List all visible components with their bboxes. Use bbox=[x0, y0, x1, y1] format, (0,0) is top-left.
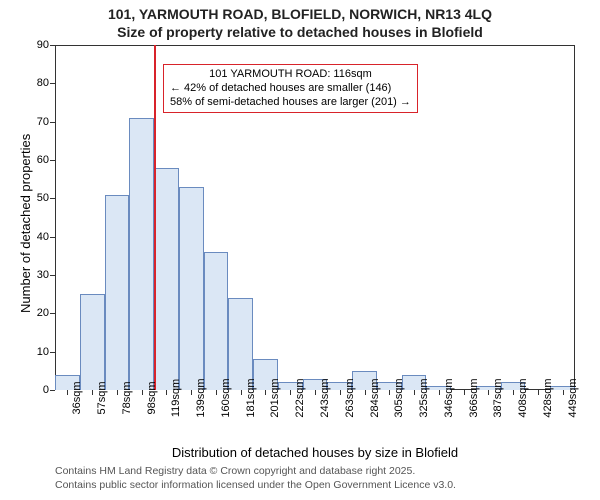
histogram-bar bbox=[105, 195, 130, 391]
y-tick-label: 20 bbox=[25, 307, 49, 319]
x-tick-label: 263sqm bbox=[344, 378, 356, 417]
x-tick-label: 387sqm bbox=[492, 378, 504, 417]
x-tick-label: 366sqm bbox=[468, 378, 480, 417]
histogram-bar bbox=[129, 118, 154, 390]
y-tick-label: 0 bbox=[25, 384, 49, 396]
x-tick-label: 119sqm bbox=[170, 379, 182, 417]
plot-area: 101 YARMOUTH ROAD: 116sqm← 42% of detach… bbox=[55, 45, 575, 390]
histogram-bar bbox=[204, 252, 229, 390]
histogram-bar bbox=[80, 294, 105, 390]
x-tick-label: 284sqm bbox=[369, 378, 381, 417]
histogram-bar bbox=[228, 298, 253, 390]
callout-line-2: 58% of semi-detached houses are larger (… bbox=[170, 96, 411, 110]
y-tick-label: 50 bbox=[25, 192, 49, 204]
chart-title: 101, YARMOUTH ROAD, BLOFIELD, NORWICH, N… bbox=[0, 0, 600, 41]
title-line-2: Size of property relative to detached ho… bbox=[0, 24, 600, 42]
x-tick-label: 243sqm bbox=[319, 378, 331, 417]
footer-line-1: Contains HM Land Registry data © Crown c… bbox=[55, 465, 456, 479]
y-tick-label: 60 bbox=[25, 154, 49, 166]
callout-box: 101 YARMOUTH ROAD: 116sqm← 42% of detach… bbox=[163, 64, 418, 113]
histogram-bar bbox=[154, 168, 179, 390]
x-tick-label: 325sqm bbox=[418, 378, 430, 417]
x-tick-label: 139sqm bbox=[195, 378, 207, 417]
y-tick-label: 70 bbox=[25, 116, 49, 128]
x-tick-label: 346sqm bbox=[443, 378, 455, 417]
x-tick-label: 449sqm bbox=[567, 378, 579, 417]
footer-attribution: Contains HM Land Registry data © Crown c… bbox=[55, 465, 456, 492]
footer-line-2: Contains public sector information licen… bbox=[55, 479, 456, 493]
y-tick-label: 80 bbox=[25, 77, 49, 89]
x-tick-label: 201sqm bbox=[269, 378, 281, 417]
x-tick-label: 160sqm bbox=[220, 378, 232, 417]
x-tick-label: 36sqm bbox=[71, 381, 83, 414]
property-marker-line bbox=[154, 45, 156, 390]
y-tick-label: 90 bbox=[25, 39, 49, 51]
title-line-1: 101, YARMOUTH ROAD, BLOFIELD, NORWICH, N… bbox=[0, 6, 600, 24]
y-tick-label: 40 bbox=[25, 231, 49, 243]
x-tick-label: 98sqm bbox=[146, 381, 158, 414]
histogram-bar bbox=[179, 187, 204, 390]
y-tick-label: 10 bbox=[25, 346, 49, 358]
callout-header: 101 YARMOUTH ROAD: 116sqm bbox=[170, 68, 411, 82]
x-tick-label: 428sqm bbox=[542, 378, 554, 417]
x-tick-label: 305sqm bbox=[393, 378, 405, 417]
x-tick-label: 222sqm bbox=[294, 378, 306, 417]
x-tick-label: 181sqm bbox=[245, 378, 257, 417]
x-tick-label: 408sqm bbox=[517, 378, 529, 417]
x-axis-title: Distribution of detached houses by size … bbox=[55, 445, 575, 460]
y-tick-label: 30 bbox=[25, 269, 49, 281]
x-tick-label: 78sqm bbox=[121, 381, 133, 414]
callout-line-1: ← 42% of detached houses are smaller (14… bbox=[170, 82, 411, 96]
chart-container: 101, YARMOUTH ROAD, BLOFIELD, NORWICH, N… bbox=[0, 0, 600, 500]
x-tick-label: 57sqm bbox=[96, 381, 108, 414]
